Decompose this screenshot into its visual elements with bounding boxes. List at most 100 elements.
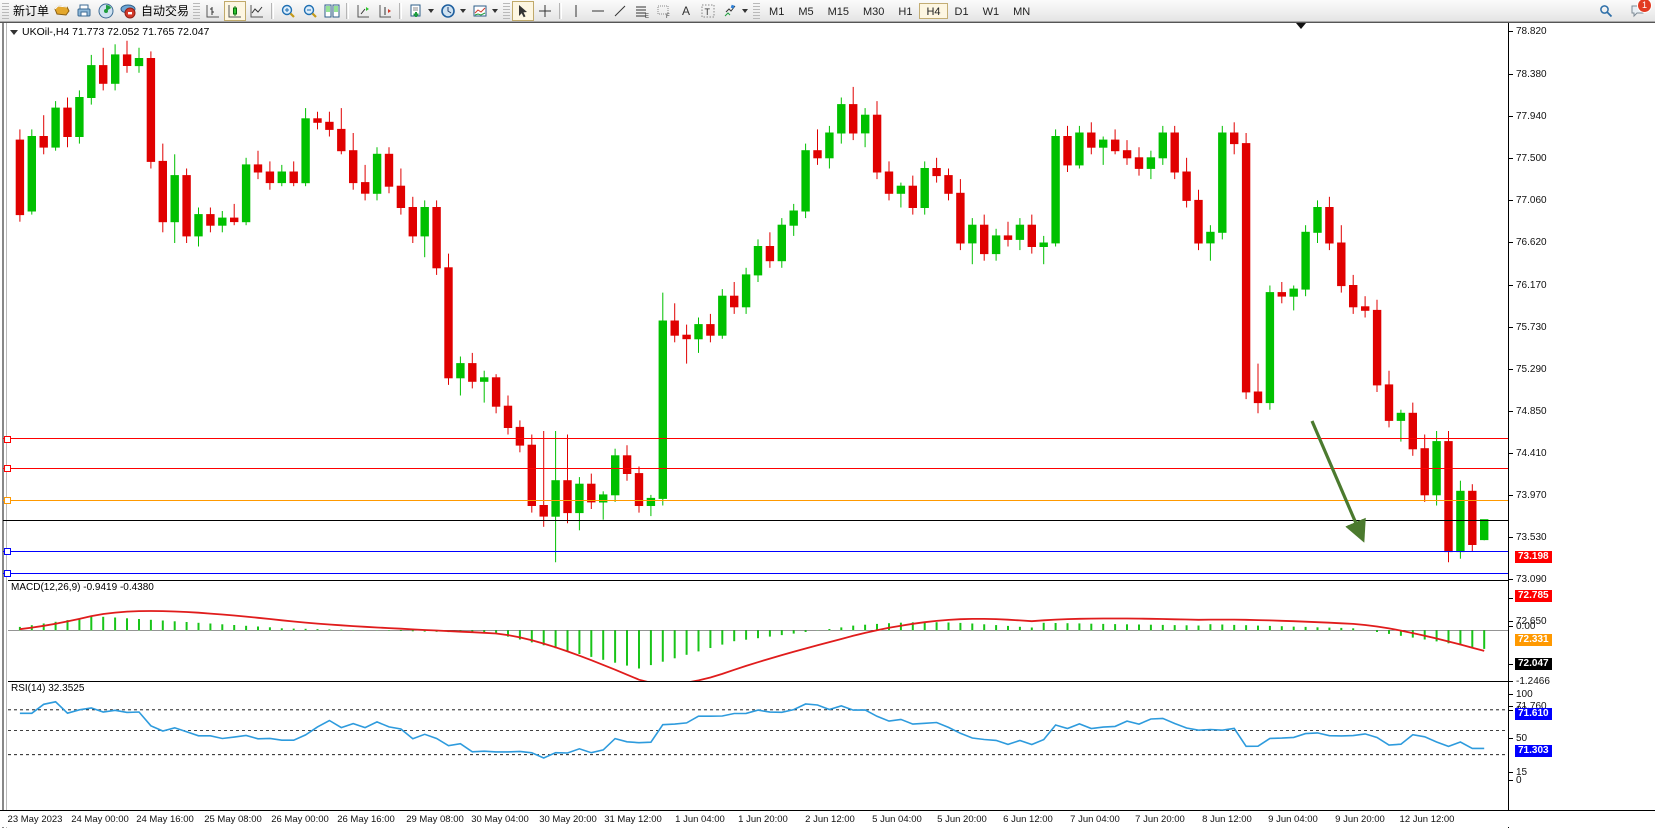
macd-series xyxy=(8,610,1508,682)
price-level-line[interactable] xyxy=(3,499,1508,501)
indicator-tick: 15 xyxy=(1509,767,1527,778)
line-chart-icon[interactable] xyxy=(246,1,268,21)
time-axis[interactable]: 23 May 2023 24 May 00:00 24 May 16:00 25 Ma… xyxy=(0,810,1655,827)
time-tick: 30 May 04:00 xyxy=(471,814,529,825)
toolbar-grip-3[interactable] xyxy=(503,2,511,19)
toolbar-grip[interactable] xyxy=(2,2,9,19)
zoom-out-icon[interactable] xyxy=(299,1,321,21)
chart-left-border xyxy=(2,23,4,828)
bar-chart-icon[interactable] xyxy=(202,1,224,21)
time-tick: 30 May 20:00 xyxy=(539,814,597,825)
autotrade-button[interactable]: 自动交易 xyxy=(141,4,190,18)
price-level-line[interactable] xyxy=(3,519,1508,521)
price-tick: 78.380 xyxy=(1509,69,1547,80)
fibonacci-icon[interactable]: E xyxy=(631,1,653,21)
timeframe-h1[interactable]: H1 xyxy=(898,5,913,18)
toolbar-grip-4[interactable] xyxy=(753,2,761,19)
price-tick: 73.090 xyxy=(1509,574,1547,585)
text-icon[interactable]: A xyxy=(682,3,691,18)
symbol-ohlc-label: UKOil-,H4 71.773 72.052 71.765 72.047 xyxy=(22,26,210,38)
price-level-handle[interactable] xyxy=(4,548,11,556)
time-tick: 5 Jun 20:00 xyxy=(937,814,987,825)
price-tick: 78.820 xyxy=(1509,26,1547,37)
price-tick: 71.760 xyxy=(1509,701,1547,712)
time-tick: 6 Jun 12:00 xyxy=(1003,814,1053,825)
price-level-handle[interactable] xyxy=(4,497,11,505)
timeframe-m1[interactable]: M1 xyxy=(769,5,785,18)
indicators-dropdown-icon[interactable] xyxy=(492,8,499,13)
time-tick: 9 Jun 20:00 xyxy=(1335,814,1385,825)
price-tag-level[interactable]: 72.331 xyxy=(1515,634,1552,646)
horizontal-line-icon[interactable] xyxy=(587,1,609,21)
price-level-line[interactable] xyxy=(3,550,1508,552)
time-tick: 23 May 2023 xyxy=(7,814,63,825)
price-tick: 74.850 xyxy=(1509,406,1547,417)
cursor-icon[interactable] xyxy=(512,0,535,21)
tile-windows-icon[interactable] xyxy=(321,1,343,21)
timeframe-mn[interactable]: MN xyxy=(1013,5,1031,18)
templates-icon[interactable] xyxy=(719,1,741,21)
printer-icon[interactable] xyxy=(73,1,95,21)
chart-symbol-header[interactable]: UKOil-,H4 71.773 72.052 71.765 72.047 xyxy=(10,26,209,38)
crosshair-icon[interactable] xyxy=(534,1,556,21)
price-level-line[interactable] xyxy=(3,467,1508,469)
indicators-icon[interactable] xyxy=(469,1,491,21)
toolbar-grip-2[interactable] xyxy=(193,2,201,19)
price-tag-current-price[interactable]: 72.047 xyxy=(1515,658,1552,670)
folder-icon[interactable] xyxy=(51,1,73,21)
timeframe-bar: M1 M5 M15 M30 H1 H4 D1 W1 MN xyxy=(762,2,1037,19)
text-label-icon[interactable]: T xyxy=(697,1,719,21)
chat-icon[interactable]: 1 xyxy=(1627,0,1652,21)
price-tag-support[interactable]: 71.610 xyxy=(1515,708,1552,720)
macd-pane[interactable]: MACD(12,26,9) -0.9419 -0.4380 xyxy=(8,580,1508,682)
trendline-icon[interactable] xyxy=(609,1,631,21)
svg-text:T: T xyxy=(705,7,711,17)
chart-window[interactable]: UKOil-,H4 71.773 72.052 71.765 72.047 MA… xyxy=(0,22,1655,828)
time-tick: 26 May 16:00 xyxy=(337,814,395,825)
price-tag-support[interactable]: 71.303 xyxy=(1515,745,1552,757)
timeframe-m30[interactable]: M30 xyxy=(863,5,885,18)
price-level-line[interactable] xyxy=(3,438,1508,440)
price-tag-resistance[interactable]: 72.785 xyxy=(1515,590,1552,602)
channel-icon[interactable]: F xyxy=(653,1,675,21)
candlestick-chart-icon[interactable] xyxy=(224,0,247,21)
zoom-in-icon[interactable] xyxy=(277,1,299,21)
timeframe-d1[interactable]: D1 xyxy=(954,5,969,18)
new-object-dropdown-icon[interactable] xyxy=(428,8,435,13)
autoscroll-icon[interactable] xyxy=(352,1,374,21)
vertical-line-icon[interactable] xyxy=(565,1,587,21)
price-tag-resistance[interactable]: 73.198 xyxy=(1515,551,1552,563)
period-icon[interactable] xyxy=(437,1,459,21)
price-level-line[interactable] xyxy=(3,572,1508,574)
price-pane[interactable] xyxy=(8,23,1508,580)
expert-advisor-icon[interactable] xyxy=(117,1,139,21)
templates-dropdown-icon[interactable] xyxy=(742,8,749,13)
price-tick: 76.620 xyxy=(1509,237,1547,248)
time-tick: 1 Jun 04:00 xyxy=(675,814,725,825)
toolbar-separator-2 xyxy=(346,2,350,19)
price-level-handle[interactable] xyxy=(4,570,11,578)
broadcast-icon[interactable] xyxy=(95,1,117,21)
timeframe-m15[interactable]: M15 xyxy=(827,5,849,18)
svg-text:E: E xyxy=(645,14,649,19)
price-axis[interactable]: 78.820 78.380 77.940 77.500 77.060 76.620 76.1… xyxy=(1508,23,1655,828)
price-level-handle[interactable] xyxy=(4,435,11,443)
price-tick: 73.970 xyxy=(1509,490,1547,501)
timeframe-h4[interactable]: H4 xyxy=(919,2,948,19)
time-tick: 25 May 08:00 xyxy=(204,814,262,825)
indicator-tick: 0 xyxy=(1509,775,1522,786)
timeframe-w1[interactable]: W1 xyxy=(982,5,1000,18)
price-level-handle[interactable] xyxy=(4,465,11,473)
rsi-label: RSI(14) 32.3525 xyxy=(11,683,85,694)
chart-shift-icon[interactable] xyxy=(374,1,396,21)
search-icon[interactable] xyxy=(1595,1,1617,21)
chevron-down-icon[interactable] xyxy=(10,29,18,35)
period-dropdown-icon[interactable] xyxy=(460,8,467,13)
timeframe-m5[interactable]: M5 xyxy=(798,5,814,18)
new-order-button[interactable]: 新订单 xyxy=(13,4,50,18)
rsi-pane[interactable]: RSI(14) 32.3525 xyxy=(8,681,1508,771)
toolbar-separator xyxy=(271,2,275,19)
price-tick: 77.060 xyxy=(1509,195,1547,206)
new-object-icon[interactable] xyxy=(405,1,427,21)
chart-scroll-marker[interactable] xyxy=(1296,23,1306,29)
